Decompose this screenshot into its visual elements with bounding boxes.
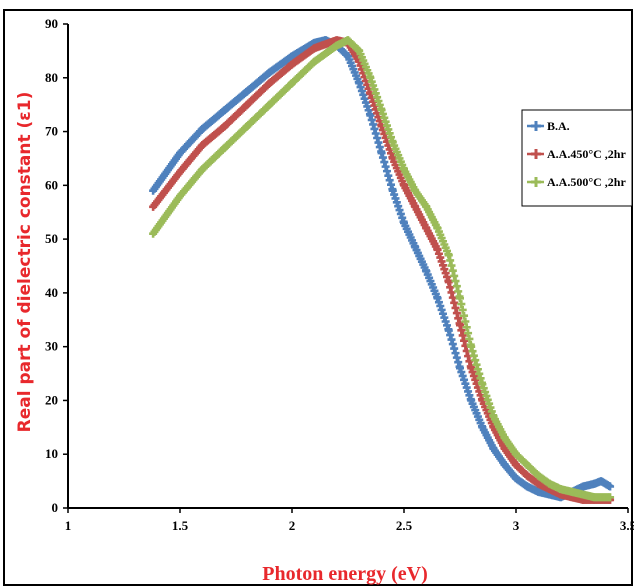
data-point bbox=[471, 356, 480, 365]
y-tick-label: 70 bbox=[45, 124, 58, 139]
y-tick-label: 20 bbox=[45, 392, 58, 407]
data-point bbox=[451, 277, 460, 286]
y-tick-label: 10 bbox=[45, 446, 58, 461]
data-point bbox=[456, 294, 464, 303]
data-point bbox=[472, 360, 481, 369]
data-point bbox=[374, 138, 383, 147]
legend-label: A.A.450°C ,2hr bbox=[547, 147, 626, 161]
data-point bbox=[448, 293, 457, 302]
y-tick-label: 80 bbox=[45, 70, 58, 85]
legend-item-1: B.A. bbox=[527, 119, 570, 133]
y-tick-label: 30 bbox=[45, 339, 58, 354]
y-tick-label: 60 bbox=[45, 177, 58, 192]
data-point bbox=[446, 283, 455, 292]
data-point bbox=[454, 358, 463, 367]
x-axis-title: Photon energy (eV) bbox=[262, 563, 428, 585]
data-point bbox=[457, 326, 466, 335]
data-point bbox=[468, 347, 477, 356]
data-point bbox=[473, 365, 482, 374]
y-tick-label: 90 bbox=[45, 16, 58, 31]
data-point bbox=[375, 143, 384, 152]
data-point bbox=[462, 323, 471, 332]
data-markers bbox=[149, 36, 615, 504]
data-point bbox=[444, 251, 453, 260]
data-point bbox=[377, 149, 386, 158]
data-point bbox=[450, 271, 459, 280]
data-point bbox=[380, 158, 389, 167]
data-point bbox=[384, 171, 393, 180]
data-point bbox=[381, 162, 390, 171]
data-point bbox=[373, 134, 382, 143]
y-tick-label: 0 bbox=[52, 500, 59, 515]
plot-area bbox=[67, 24, 628, 509]
legend: B.A. A.A.450°C ,2hr A.A.500°C ,2hr bbox=[521, 109, 633, 207]
data-point bbox=[454, 314, 463, 323]
x-tick-label: 2 bbox=[289, 518, 296, 533]
data-point bbox=[475, 369, 484, 378]
data-point bbox=[382, 167, 391, 176]
data-point bbox=[369, 120, 378, 129]
x-tick-label: 3 bbox=[513, 518, 520, 533]
data-point bbox=[446, 256, 455, 265]
legend-swatch-marker bbox=[531, 149, 541, 159]
chart-border bbox=[3, 9, 633, 586]
data-point bbox=[606, 493, 615, 502]
data-point bbox=[448, 340, 457, 349]
data-point bbox=[371, 129, 380, 138]
data-point bbox=[461, 317, 470, 326]
data-point bbox=[454, 287, 463, 296]
data-point bbox=[464, 329, 473, 338]
legend-label: A.A.500°C ,2hr bbox=[547, 175, 626, 189]
data-point bbox=[370, 124, 379, 133]
legend-swatch-marker bbox=[531, 121, 541, 131]
data-point bbox=[465, 334, 474, 343]
data-point bbox=[450, 344, 459, 353]
data-point bbox=[606, 482, 615, 491]
x-tick-label: 3.5 bbox=[620, 518, 634, 533]
x-tick-label: 1.5 bbox=[172, 518, 189, 533]
data-point bbox=[447, 261, 456, 270]
data-point bbox=[452, 353, 461, 362]
x-tick-label: 2.5 bbox=[396, 518, 413, 533]
legend-label: B.A. bbox=[547, 119, 570, 133]
legend-item-3: A.A.500°C ,2hr bbox=[527, 175, 626, 189]
data-point bbox=[447, 288, 456, 297]
data-point bbox=[451, 303, 460, 312]
data-point bbox=[385, 176, 394, 185]
x-tick-labels: 1 1.5 2 2.5 3 3.5 bbox=[65, 508, 634, 533]
data-point bbox=[452, 309, 461, 318]
data-point bbox=[458, 331, 467, 340]
data-point bbox=[457, 300, 466, 309]
data-point bbox=[447, 335, 456, 344]
x-tick-label: 1 bbox=[65, 518, 72, 533]
legend-item-2: A.A.450°C ,2hr bbox=[527, 147, 626, 161]
legend-swatch-marker bbox=[531, 177, 541, 187]
data-point bbox=[446, 331, 455, 340]
data-point bbox=[456, 321, 464, 330]
data-point bbox=[387, 180, 396, 189]
data-point bbox=[444, 326, 453, 335]
data-point bbox=[450, 298, 459, 307]
data-point bbox=[367, 115, 376, 124]
data-point bbox=[366, 111, 375, 120]
series-3 bbox=[149, 36, 615, 502]
data-point bbox=[460, 311, 469, 320]
y-tick-label: 40 bbox=[45, 285, 58, 300]
data-point bbox=[476, 374, 485, 383]
y-tick-labels: 0 10 20 30 40 50 60 70 80 90 bbox=[45, 16, 68, 515]
data-point bbox=[469, 351, 478, 360]
data-point bbox=[448, 266, 457, 275]
data-point bbox=[444, 278, 453, 287]
data-point bbox=[467, 342, 476, 351]
data-point bbox=[378, 153, 387, 162]
y-axis-title: Real part of dielectric constant (ε1) bbox=[15, 92, 35, 433]
y-tick-label: 50 bbox=[45, 231, 58, 246]
data-point bbox=[458, 305, 467, 314]
data-point bbox=[451, 349, 460, 358]
data-point bbox=[460, 336, 469, 345]
data-point bbox=[452, 282, 461, 291]
